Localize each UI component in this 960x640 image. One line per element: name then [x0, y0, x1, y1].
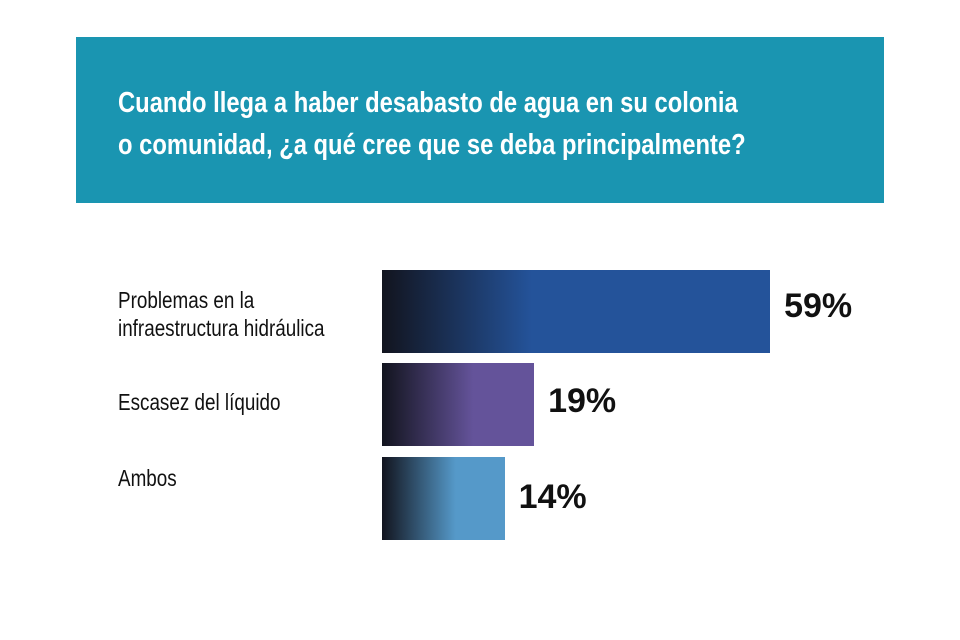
title-banner: Cuando llega a haber desabasto de agua e… — [76, 37, 884, 203]
category-label-0-line-1: Problemas en la — [118, 287, 255, 313]
bar-2 — [382, 457, 505, 540]
category-label-2: Ambos — [118, 465, 177, 491]
value-label-0: 59% — [784, 287, 853, 325]
value-label-2: 14% — [518, 478, 587, 516]
category-label-1: Escasez del líquido — [118, 389, 281, 415]
chart-title-line-1: Cuando llega a haber desabasto de agua e… — [118, 87, 738, 119]
bar-1 — [382, 363, 535, 446]
category-label-0-line-2: infraestructura hidráulica — [118, 315, 325, 341]
value-label-1: 19% — [548, 382, 617, 420]
chart-title-line-2: o comunidad, ¿a qué cree que se deba pri… — [118, 129, 746, 161]
bar-0 — [382, 270, 771, 353]
